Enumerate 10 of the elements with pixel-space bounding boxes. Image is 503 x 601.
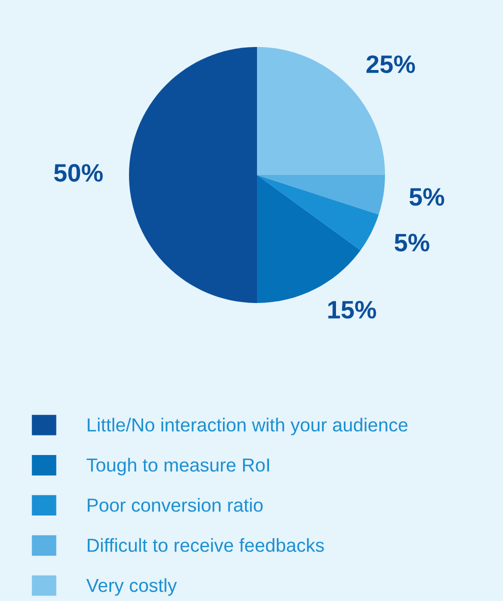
data-label: 50% [54, 164, 103, 182]
legend-label: Difficult to receive feedbacks [88, 538, 324, 552]
data-label: 15% [328, 300, 376, 319]
legend-label: Little/No interaction with your audience [88, 418, 408, 436]
legend-label: Tough to measure RoI [86, 458, 269, 476]
legend-label: Very costly [86, 578, 177, 596]
data-label: 5% [409, 188, 444, 206]
legend-label: Poor conversion ratio [88, 498, 263, 512]
data-label: 5% [394, 234, 430, 252]
data-label: 25% [366, 55, 415, 74]
